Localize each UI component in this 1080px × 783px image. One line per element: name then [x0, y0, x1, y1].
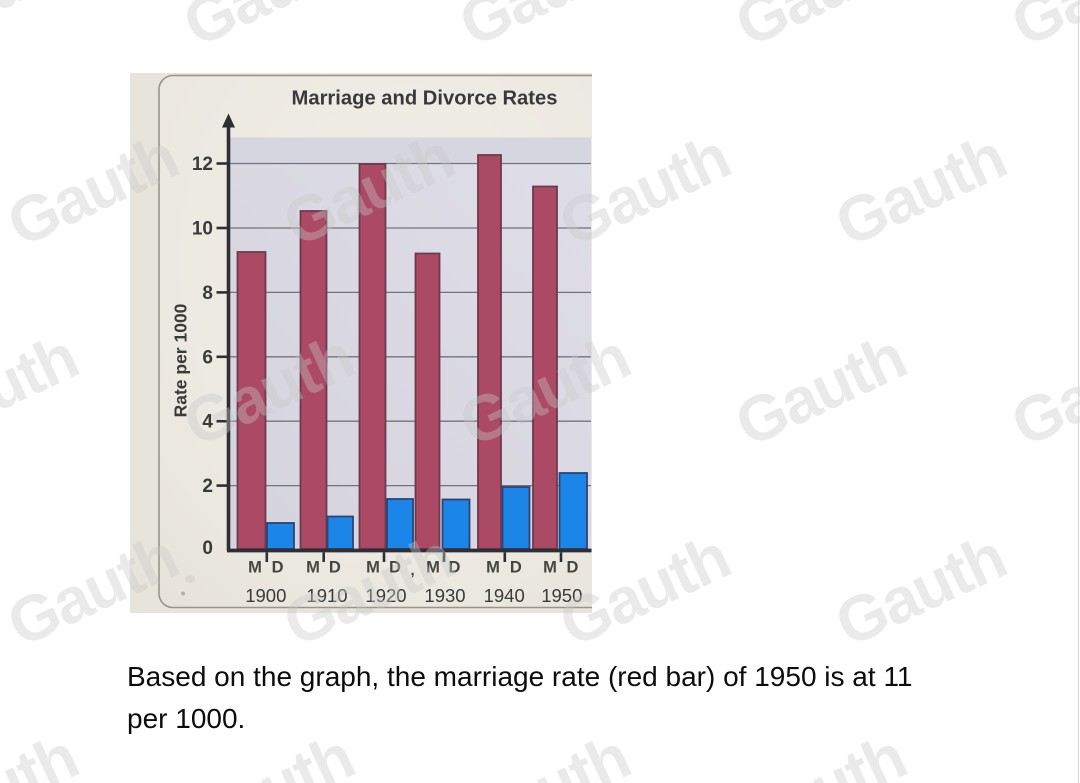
svg-text:Gauth: Gauth — [825, 120, 1016, 260]
svg-text:M: M — [486, 559, 500, 577]
svg-text:Gauth: Gauth — [1001, 0, 1080, 60]
svg-text:1950: 1950 — [541, 585, 582, 606]
svg-text:Gauth: Gauth — [449, 0, 640, 60]
svg-text:1920: 1920 — [365, 585, 406, 606]
svg-text:12: 12 — [192, 154, 213, 175]
svg-text:4: 4 — [202, 412, 213, 433]
svg-text:Gauth: Gauth — [825, 520, 1016, 660]
svg-text:M: M — [248, 559, 262, 577]
svg-text:Gauth: Gauth — [1001, 320, 1080, 460]
svg-text:D: D — [329, 559, 341, 577]
svg-text:Gauth: Gauth — [0, 320, 88, 460]
svg-text:Rate per 1000: Rate per 1000 — [171, 303, 191, 417]
svg-text:Gauth: Gauth — [173, 0, 364, 60]
svg-text:Gauth: Gauth — [0, 520, 188, 660]
svg-text:,: , — [411, 562, 415, 579]
svg-text:2: 2 — [202, 476, 213, 497]
svg-text:M: M — [543, 559, 557, 577]
svg-text:D: D — [510, 559, 522, 577]
svg-text:8: 8 — [202, 283, 213, 304]
svg-text:1900: 1900 — [245, 585, 286, 606]
svg-text:Gauth: Gauth — [725, 0, 916, 60]
svg-text:10: 10 — [192, 219, 213, 240]
svg-text:M: M — [306, 559, 320, 577]
svg-text:1940: 1940 — [484, 585, 525, 606]
svg-text:Gauth: Gauth — [1001, 720, 1080, 783]
svg-text:D: D — [272, 559, 284, 577]
svg-text:Marriage and Divorce Rates: Marriage and Divorce Rates — [292, 88, 558, 110]
svg-text:Gauth: Gauth — [725, 320, 916, 460]
svg-text:1930: 1930 — [424, 585, 465, 606]
svg-text:M: M — [426, 559, 440, 577]
svg-text:D: D — [567, 559, 579, 577]
svg-text:1910: 1910 — [306, 585, 347, 606]
svg-text:D: D — [449, 559, 461, 577]
svg-text:6: 6 — [202, 347, 213, 368]
svg-text:Gauth: Gauth — [0, 0, 88, 60]
svg-text:Gauth: Gauth — [0, 720, 88, 783]
svg-text:M: M — [366, 559, 380, 577]
svg-text:D: D — [389, 559, 401, 577]
svg-text:0: 0 — [202, 538, 213, 559]
